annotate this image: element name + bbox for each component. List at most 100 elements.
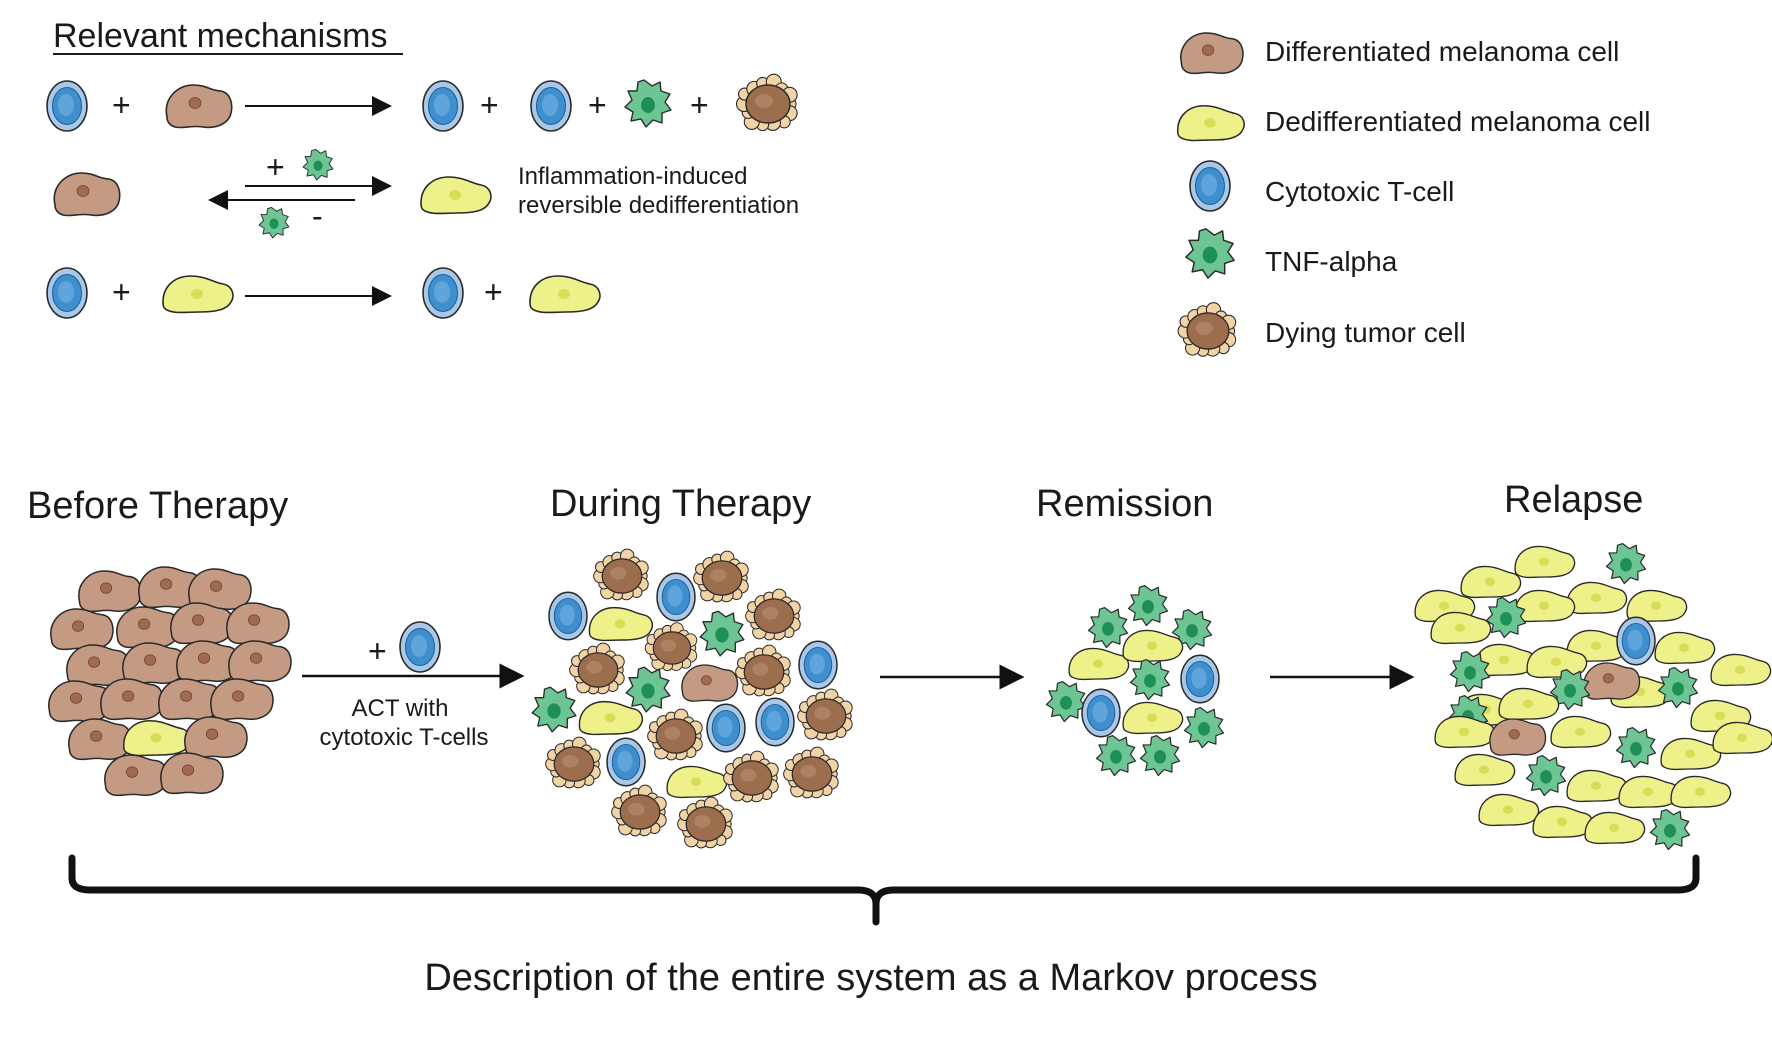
t-cell-icon	[399, 621, 441, 673]
dying-tumor-cell	[647, 708, 703, 761]
mechanism-row-escape: + +	[46, 267, 601, 319]
stage-title-remission: Remission	[1036, 483, 1213, 525]
tnf-alpha	[1045, 681, 1087, 723]
tnf-alpha	[1549, 669, 1591, 711]
legend-label: Dedifferentiated melanoma cell	[1265, 106, 1650, 137]
dedifferentiated-cell	[1660, 737, 1722, 771]
legend-label: TNF-alpha	[1265, 246, 1398, 277]
tnf-alpha	[1657, 667, 1699, 709]
t-cell-icon	[422, 80, 464, 132]
mechanisms-title: Relevant mechanisms	[53, 17, 387, 55]
dying-tumor-cell	[735, 644, 791, 697]
dedifferentiated-cell	[1654, 631, 1716, 665]
t-cell-icon	[46, 267, 88, 319]
dying-tumor-cell	[644, 622, 698, 672]
stage-title-before-therapy: Before Therapy	[27, 485, 288, 527]
dedifferentiated-cell	[1460, 565, 1522, 599]
dedifferentiated-cell	[1532, 805, 1594, 839]
dedifferentiated-cell	[1068, 647, 1130, 681]
tnf-alpha	[1605, 543, 1647, 585]
differentiated-cell	[188, 568, 252, 611]
dedifferentiated-cell	[122, 720, 191, 757]
tnf-alpha	[1095, 735, 1137, 777]
dedifferentiated-cell	[1550, 715, 1612, 749]
tnf-alpha-icon	[624, 79, 672, 128]
dedifferentiated-cell-icon	[420, 176, 492, 215]
plus-sign: +	[484, 274, 503, 310]
dying-tumor-cell	[693, 550, 749, 603]
t-cell	[1180, 654, 1220, 704]
dedifferentiated-cell	[1618, 775, 1680, 809]
dedifferentiated-cell-icon	[162, 275, 234, 314]
differentiated-cell-icon	[53, 172, 121, 217]
cluster-remission	[1045, 585, 1225, 777]
differentiated-cell	[68, 718, 132, 761]
tnf-alpha	[1525, 755, 1567, 797]
summary-caption: Description of the entire system as a Ma…	[424, 957, 1317, 999]
legend-label: Dying tumor cell	[1265, 317, 1466, 348]
stage-title-relapse: Relapse	[1504, 479, 1643, 521]
legend-label: Differentiated melanoma cell	[1265, 36, 1619, 67]
tnf-alpha	[1171, 609, 1213, 651]
dedifferentiated-cell	[1122, 629, 1184, 663]
tnf-alpha-icon	[1185, 228, 1235, 279]
dying-tumor-cell	[569, 642, 625, 695]
plus-sign: +	[690, 87, 709, 123]
tnf-alpha	[531, 686, 577, 733]
dying-tumor-cell	[677, 796, 733, 849]
plus-sign: +	[480, 87, 499, 123]
dedifferentiated-cell	[1454, 753, 1516, 787]
tnf-alpha	[1449, 651, 1491, 693]
dedifferentiation-label-line1: Inflammation-induced	[518, 163, 747, 190]
t-cell	[606, 737, 646, 787]
tnf-alpha	[1129, 659, 1171, 701]
dedifferentiated-cell	[666, 765, 728, 799]
plus-sign: +	[112, 274, 131, 310]
differentiated-cell	[122, 642, 186, 685]
cluster-relapse	[1414, 543, 1772, 851]
t-cell-icon	[530, 80, 572, 132]
dying-tumor-cell	[545, 736, 601, 789]
plus-sign: +	[368, 633, 387, 669]
differentiated-cell	[1583, 662, 1641, 700]
dedifferentiated-cell	[578, 700, 643, 736]
tnf-alpha	[1127, 585, 1169, 627]
plus-sign: +	[588, 87, 607, 123]
stage-title-during-therapy: During Therapy	[550, 483, 811, 525]
minus-sign: -	[312, 198, 323, 234]
tnf-alpha	[1649, 809, 1691, 851]
differentiated-cell	[1489, 718, 1547, 756]
dedifferentiation-label-line2: reversible dedifferentiation	[518, 192, 799, 219]
dedifferentiated-cell	[1526, 645, 1588, 679]
legend-item-dying-tumor-cell: Dying tumor cell	[1177, 302, 1466, 357]
dying-tumor-cell	[723, 750, 779, 803]
tnf-alpha-icon	[302, 148, 334, 181]
legend-item-t-cell: Cytotoxic T-cell	[1189, 160, 1454, 212]
dedifferentiated-cell	[1514, 589, 1576, 623]
tnf-alpha	[625, 666, 671, 713]
t-cell-icon	[46, 80, 88, 132]
act-label-line2: cytotoxic T-cells	[320, 724, 489, 751]
mechanism-row-killing: + + + +	[46, 73, 798, 132]
differentiated-cell	[226, 602, 290, 645]
cluster-during-therapy	[531, 548, 853, 849]
dedifferentiated-cell	[1670, 775, 1732, 809]
system-brace	[68, 854, 1700, 926]
cluster-before-therapy	[48, 566, 292, 797]
differentiated-cell	[104, 754, 168, 797]
dedifferentiated-cell	[1122, 701, 1184, 735]
tnf-alpha	[1087, 607, 1129, 649]
dedifferentiated-cell	[588, 606, 653, 642]
dedifferentiated-cell-icon	[529, 275, 601, 314]
dying-tumor-cell-icon	[735, 73, 798, 132]
t-cell-icon	[422, 267, 464, 319]
plus-sign: +	[266, 149, 285, 185]
t-cell	[1081, 688, 1121, 738]
tnf-alpha	[1139, 735, 1181, 777]
dying-tumor-cell	[783, 746, 839, 799]
dying-tumor-cell	[797, 688, 853, 741]
t-cell	[755, 697, 795, 747]
tnf-alpha	[699, 610, 745, 657]
dedifferentiated-melanoma-cell-icon	[1176, 105, 1245, 142]
differentiated-melanoma-cell-icon	[1180, 32, 1244, 75]
